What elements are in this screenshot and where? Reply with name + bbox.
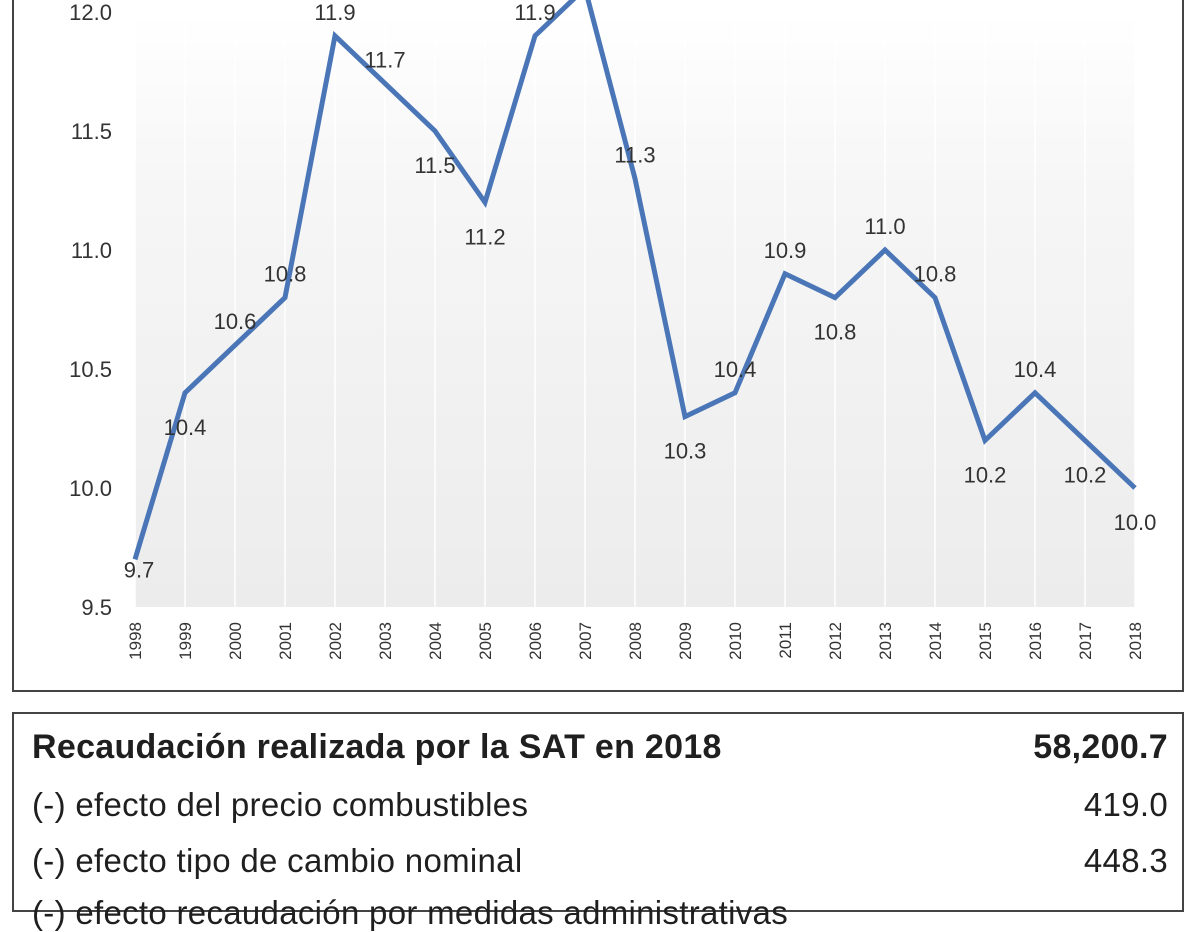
data-label: 10.4 xyxy=(1014,357,1057,382)
info-table: Recaudación realizada por la SAT en 2018… xyxy=(12,712,1184,931)
row-value: 419.0 xyxy=(1083,786,1168,823)
data-label: 10.2 xyxy=(1064,462,1107,487)
data-label: 11.9 xyxy=(514,0,555,25)
chart-frame: 12.0 11.5 11.0 10.5 10.0 9.5 1998 1999 2000 2001… xyxy=(12,0,1184,692)
x-tick-label: 2006 xyxy=(526,622,545,660)
row-label: (-) efecto tipo de cambio nominal xyxy=(32,842,523,879)
x-tick-label: 1999 xyxy=(176,622,195,660)
data-label: 10.6 xyxy=(214,309,257,334)
x-tick-label: 2018 xyxy=(1126,622,1145,660)
data-label: 10.8 xyxy=(814,320,857,345)
x-tick-label: 2011 xyxy=(776,622,795,659)
x-tick-label: 2010 xyxy=(726,622,745,660)
row-label: Recaudación realizada por la SAT en 2018 xyxy=(32,728,722,766)
data-label: 11.7 xyxy=(364,47,405,72)
x-tick-label: 2001 xyxy=(276,622,295,660)
x-tick-label: 2016 xyxy=(1026,622,1045,660)
row-value: 58,200.7 xyxy=(1033,728,1168,766)
x-tick-label: 2002 xyxy=(326,622,345,660)
y-tick-label: 10.5 xyxy=(69,357,112,382)
x-tick-label: 2015 xyxy=(976,622,995,660)
x-tick-label: 2003 xyxy=(376,622,395,660)
data-label: 11.2 xyxy=(464,224,505,249)
data-label: 10.4 xyxy=(164,415,207,440)
x-tick-label: 2008 xyxy=(626,622,645,660)
x-tick-label: 2000 xyxy=(226,622,245,660)
table-row: (-) efecto del precio combustibles 419.0 xyxy=(32,786,1168,824)
data-label: 10.0 xyxy=(1114,510,1157,535)
data-label: 9.7 xyxy=(124,557,155,582)
x-tick-label: 2012 xyxy=(826,622,845,660)
data-label: 11.5 xyxy=(414,153,455,178)
data-label: 10.8 xyxy=(264,262,307,287)
data-label: 10.8 xyxy=(914,262,957,287)
table-row: Recaudación realizada por la SAT en 2018… xyxy=(32,728,1168,767)
data-label: 10.3 xyxy=(664,439,707,464)
x-tick-label: 1998 xyxy=(126,622,145,660)
y-tick-label: 10.0 xyxy=(69,476,112,501)
data-label: 11.9 xyxy=(314,0,355,25)
line-chart: 12.0 11.5 11.0 10.5 10.0 9.5 1998 1999 2000 2001… xyxy=(69,0,1157,660)
data-label: 11.0 xyxy=(864,214,905,239)
x-tick-label: 2009 xyxy=(676,622,695,660)
y-tick-label: 11.5 xyxy=(71,119,112,144)
row-value: 448.3 xyxy=(1083,842,1168,879)
row-label: (-) efecto del precio combustibles xyxy=(32,786,529,823)
data-label: 10.2 xyxy=(964,462,1007,487)
table-row: (-) efecto tipo de cambio nominal 448.3 xyxy=(32,842,1168,880)
x-tick-label: 2013 xyxy=(876,622,895,660)
y-tick-label: 12.0 xyxy=(69,0,112,25)
data-label: 11.3 xyxy=(614,143,655,168)
x-tick-label: 2017 xyxy=(1076,622,1095,660)
x-tick-label: 2007 xyxy=(576,622,595,660)
series-line xyxy=(132,0,1137,561)
data-label: 10.4 xyxy=(714,357,757,382)
y-tick-label: 11.0 xyxy=(71,238,112,263)
data-label: 10.9 xyxy=(764,238,807,263)
x-tick-label: 2005 xyxy=(476,622,495,660)
x-tick-label: 2004 xyxy=(426,622,445,660)
y-tick-label: 9.5 xyxy=(81,595,112,620)
x-tick-label: 2014 xyxy=(926,622,945,660)
